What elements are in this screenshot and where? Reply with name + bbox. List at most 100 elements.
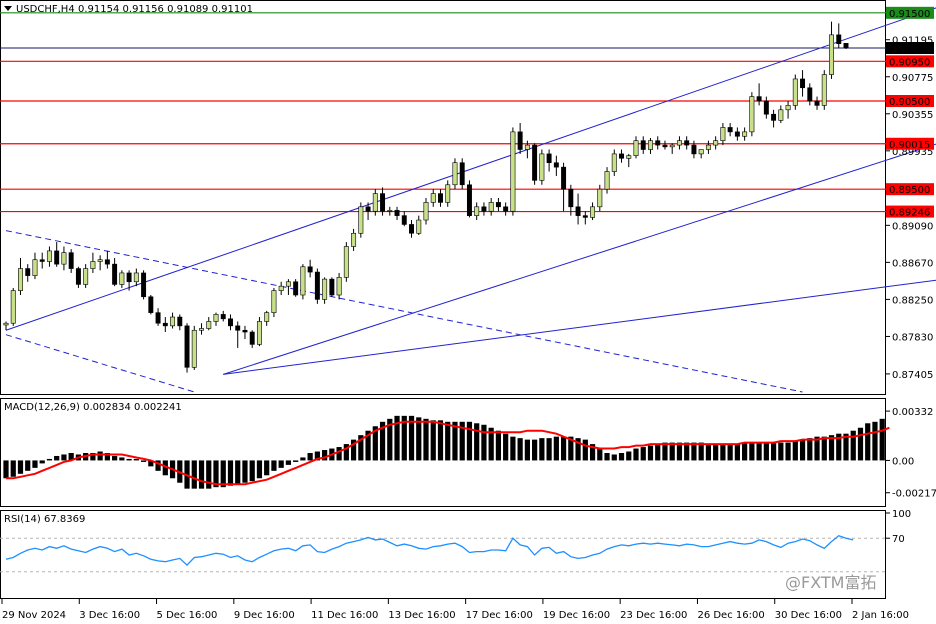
candle-16 <box>119 270 125 288</box>
candle-71 <box>517 123 523 154</box>
candle-83 <box>604 167 610 194</box>
macd-bar-88 <box>640 447 646 461</box>
candle-92 <box>669 143 675 154</box>
candle-74 <box>539 149 545 185</box>
candle-85 <box>619 149 624 163</box>
candle-36 <box>264 310 270 326</box>
symbol-label: USDCHF,H4 <box>16 4 75 15</box>
candle-body <box>619 153 624 159</box>
macd-bar-78 <box>568 436 574 461</box>
time-tick-label-3: 9 Dec 16:00 <box>234 610 295 621</box>
macd-bar-92 <box>669 442 675 461</box>
candle-27 <box>199 323 204 335</box>
macd-bar-119 <box>865 423 871 461</box>
macd-bar-86 <box>626 451 632 461</box>
candle-75 <box>546 149 552 172</box>
candle-88 <box>640 136 646 154</box>
macd-bar-58 <box>423 418 429 461</box>
candle-19 <box>141 270 147 300</box>
macd-axis: 0.00332 0.00 -0.002174 <box>886 407 936 500</box>
collapse-triangle-icon[interactable] <box>4 6 12 11</box>
candle-79 <box>575 193 581 225</box>
macd-bar-52 <box>379 421 386 461</box>
candle-25 <box>184 323 190 373</box>
level-tag-label-0: 0.91500 <box>889 9 930 20</box>
candle-body <box>61 252 67 265</box>
candle-73 <box>532 143 538 185</box>
candle-26 <box>191 325 197 370</box>
candle-body <box>669 144 675 148</box>
macd-bar-108 <box>785 442 791 461</box>
candle-body <box>46 250 52 262</box>
candle-97 <box>705 140 711 154</box>
candle-28 <box>206 317 212 331</box>
candle-body <box>10 290 16 324</box>
candle-32 <box>235 321 241 348</box>
candle-96 <box>698 149 704 159</box>
candle-4 <box>32 252 38 280</box>
candle-3 <box>25 264 31 282</box>
candle-body <box>459 162 465 186</box>
candle-body <box>25 268 31 276</box>
candle-21 <box>155 308 161 326</box>
candle-body <box>18 268 23 291</box>
candle-body <box>452 162 458 186</box>
macd-bar-75 <box>546 438 552 461</box>
macd-bar-120 <box>872 421 878 461</box>
candle-body <box>532 144 538 181</box>
level-tag-label-1: 0.90950 <box>889 57 930 68</box>
candle-59 <box>430 189 436 207</box>
candle-35 <box>256 317 262 347</box>
trendline-4 <box>5 334 195 393</box>
candle-body <box>322 278 328 300</box>
macd-bar-113 <box>821 436 827 461</box>
macd-bar-90 <box>655 444 661 461</box>
candle-114 <box>829 21 834 79</box>
candle-87 <box>633 136 639 159</box>
macd-bar-91 <box>662 442 668 461</box>
candle-body <box>271 290 277 313</box>
macd-histogram <box>3 415 885 489</box>
candle-body <box>68 252 74 269</box>
macd-bar-30 <box>220 460 226 488</box>
macd-bar-55 <box>401 415 407 461</box>
macd-bar-48 <box>350 439 357 461</box>
candle-93 <box>676 136 682 150</box>
macd-pane-frame <box>0 398 886 507</box>
candle-body <box>756 96 762 102</box>
candle-7 <box>54 242 60 267</box>
macd-bar-71 <box>517 438 523 461</box>
candle-body <box>836 34 842 44</box>
candle-body <box>141 272 147 298</box>
macd-bar-7 <box>54 455 60 461</box>
candle-115 <box>836 23 842 49</box>
candle-body <box>191 329 197 368</box>
candle-body <box>372 193 378 212</box>
candle-44 <box>322 277 328 304</box>
macd-bar-19 <box>140 460 147 462</box>
price-tick-label-4: 0.89090 <box>892 221 933 232</box>
rsi-levels <box>0 537 886 573</box>
candle-body <box>655 140 661 146</box>
time-tick-label-8: 23 Dec 16:00 <box>620 610 687 621</box>
macd-bar-46 <box>336 447 342 461</box>
trendline-2 <box>223 279 936 375</box>
time-tick-label-9: 26 Dec 16:00 <box>697 610 764 621</box>
candle-body <box>293 281 299 296</box>
candle-68 <box>495 198 501 212</box>
candle-0 <box>3 321 9 331</box>
candle-body <box>575 206 581 216</box>
macd-signal-line <box>6 420 890 486</box>
macd-bar-61 <box>445 421 451 461</box>
candle-body <box>285 281 291 287</box>
macd-bar-26 <box>191 460 197 489</box>
macd-bar-69 <box>503 433 509 461</box>
candle-body <box>300 266 306 296</box>
candle-body <box>206 321 212 329</box>
level-tag-label-4: 0.89500 <box>889 185 930 196</box>
candle-body <box>126 272 132 283</box>
candle-57 <box>416 215 422 236</box>
candle-body <box>148 296 154 313</box>
candle-20 <box>148 295 154 315</box>
candle-body <box>821 74 827 106</box>
